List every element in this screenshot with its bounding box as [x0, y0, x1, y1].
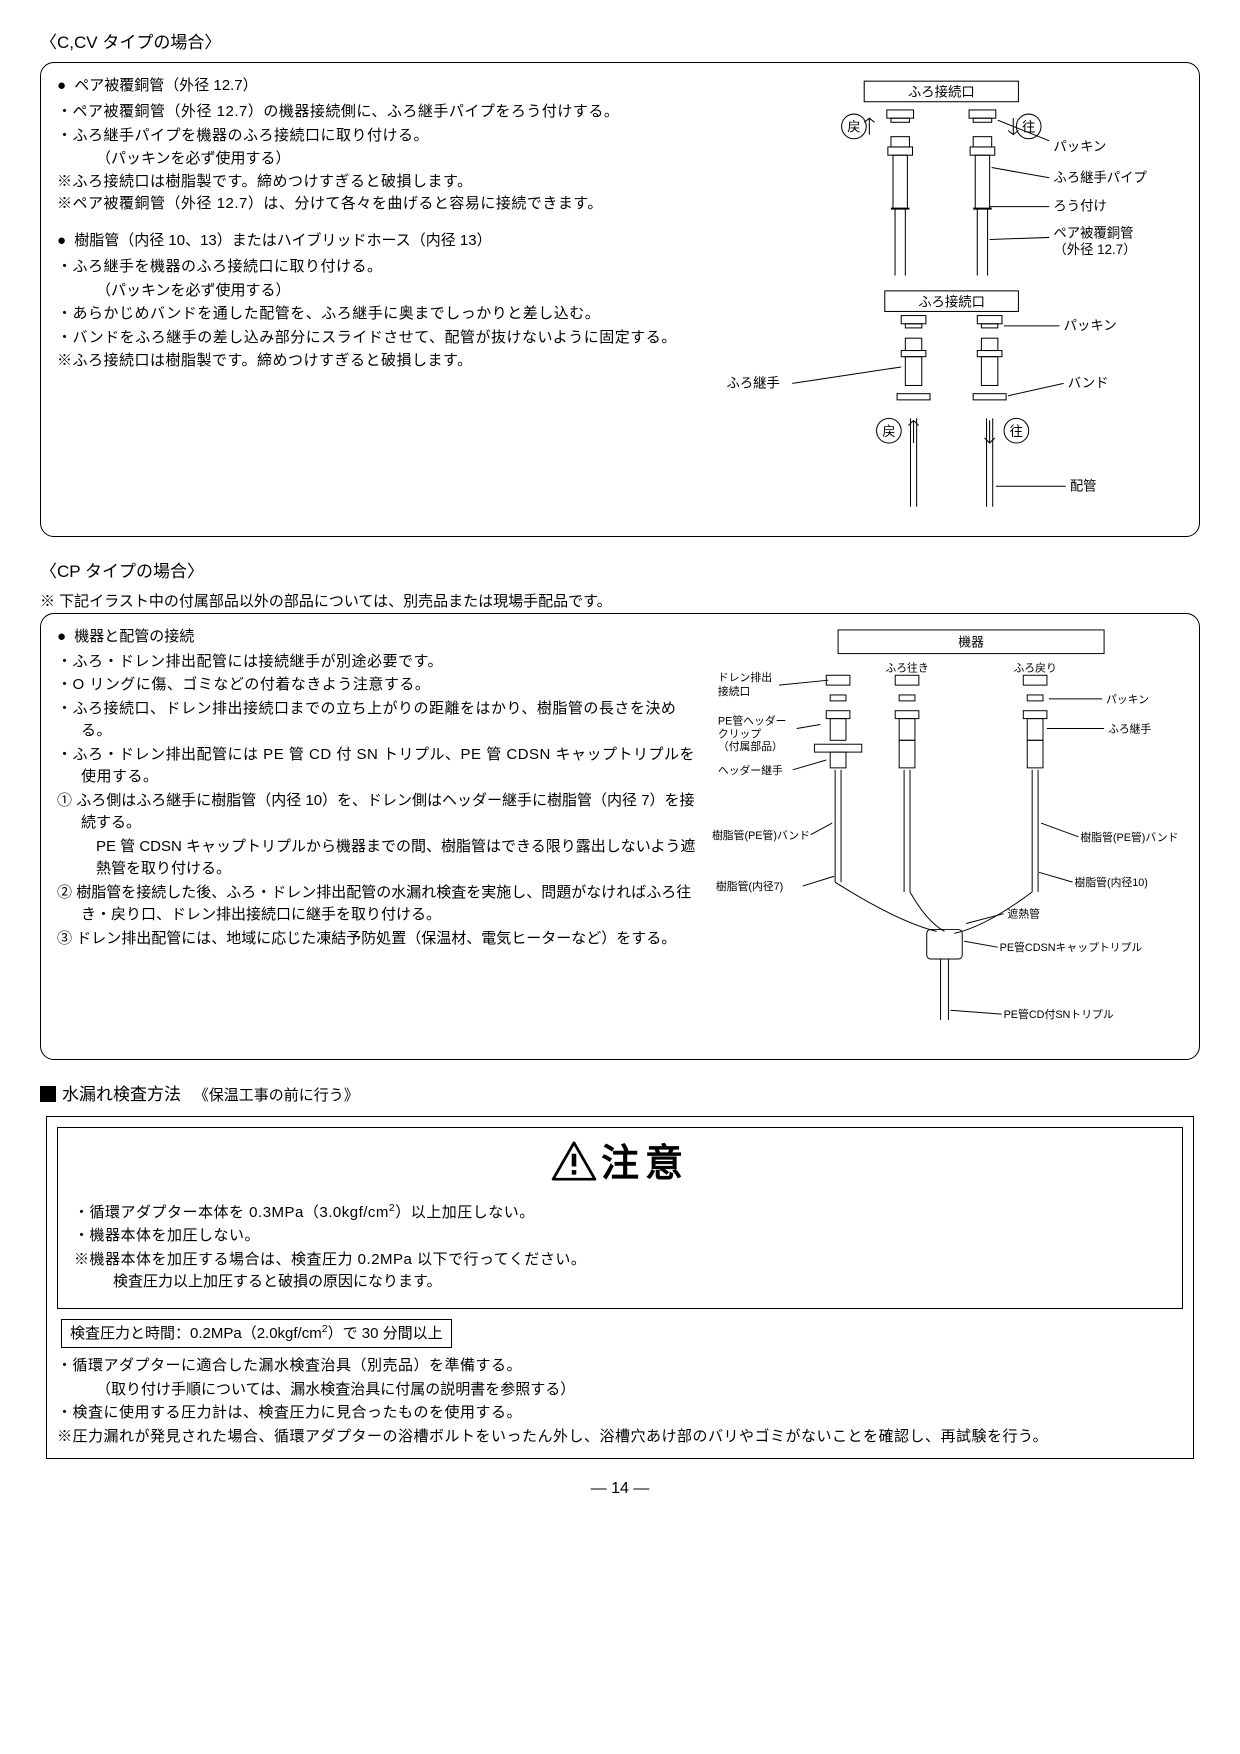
svg-text:ろう付け: ろう付け — [1053, 198, 1106, 213]
svg-text:パッキン: パッキン — [1106, 693, 1149, 706]
svg-text:戻: 戻 — [882, 423, 895, 438]
leak-item-sub: （取り付け手順については、漏水検査治具に付属の説明書を参照する） — [57, 1379, 1183, 1402]
caution-box: 注意 循環アダプター本体を 0.3MPa（3.0kgf/cm2）以上加圧しない。… — [57, 1127, 1183, 1309]
block1-note: ふろ接続口は樹脂製です。締めつけすぎると破損します。 — [57, 171, 696, 194]
square-icon — [40, 1086, 56, 1102]
sec2-item: ふろ・ドレン排出配管には接続継手が別途必要です。 — [57, 651, 696, 674]
svg-text:（外径 12.7）: （外径 12.7） — [1053, 241, 1136, 256]
svg-text:ふろ継手: ふろ継手 — [1108, 721, 1151, 735]
block1-item: ペア被覆銅管（外径 12.7）の機器接続側に、ふろ継手パイプをろう付けする。 — [57, 101, 696, 124]
sec2-item: O リングに傷、ゴミなどの付着なきよう注意する。 — [57, 674, 696, 697]
svg-text:バンド: バンド — [1068, 375, 1109, 390]
svg-text:PE管CDSNキャップトリプル: PE管CDSNキャップトリプル — [1000, 940, 1143, 954]
block2-item: バンドをふろ継手の差し込み部分にスライドさせて、配管が抜けないように固定する。 — [57, 327, 696, 350]
svg-text:ペア被覆銅管: ペア被覆銅管 — [1053, 225, 1133, 240]
section2-diagram: 機器 ふろ往き ふろ戻り ドレン排出接続口 — [710, 626, 1183, 1047]
block1-item: ふろ継手パイプを機器のふろ接続口に取り付ける。 — [57, 125, 696, 148]
diagram1-svg: ふろ接続口 戻 往 パッキン ふろ継手パイプ — [710, 75, 1183, 517]
block2-item: あらかじめバンドを通した配管を、ふろ継手に奥までしっかりと差し込む。 — [57, 303, 696, 326]
svg-text:PE管ヘッダー: PE管ヘッダー — [718, 714, 787, 728]
svg-text:ふろ継手パイプ: ふろ継手パイプ — [1053, 169, 1147, 184]
section1-text: ペア被覆銅管（外径 12.7） ペア被覆銅管（外径 12.7）の機器接続側に、ふ… — [57, 75, 696, 525]
caution-item: 機器本体を加圧しない。 — [74, 1225, 1166, 1248]
leak-heading: 水漏れ検査方法 《保温工事の前に行う》 — [40, 1082, 1200, 1108]
svg-text:遮熱管: 遮熱管 — [1008, 907, 1041, 921]
sec2-step: ③ ドレン排出配管には、地域に応じた凍結予防処置（保温材、電気ヒーターなど）をす… — [57, 928, 696, 951]
leak-item: 循環アダプターに適合した漏水検査治具（別売品）を準備する。 — [57, 1355, 1183, 1378]
caution-note: 検査圧力以上加圧すると破損の原因になります。 — [74, 1271, 1166, 1294]
block2-item: （パッキンを必ず使用する） — [57, 280, 696, 303]
warning-icon — [551, 1141, 597, 1181]
caution-item: 循環アダプター本体を 0.3MPa（3.0kgf/cm2）以上加圧しない。 — [74, 1201, 1166, 1225]
block2-note: ふろ接続口は樹脂製です。締めつけすぎると破損します。 — [57, 350, 696, 373]
sec2-item: ふろ接続口、ドレン排出接続口までの立ち上がりの距離をはかり、樹脂管の長さを決める… — [57, 698, 696, 743]
leak-note: 圧力漏れが発見された場合、循環アダプターの浴槽ボルトをいったん外し、浴槽穴あけ部… — [57, 1426, 1183, 1449]
sec2-item: ふろ・ドレン排出配管には PE 管 CD 付 SN トリプル、PE 管 CDSN… — [57, 744, 696, 789]
caution-note: 機器本体を加圧する場合は、検査圧力 0.2MPa 以下で行ってください。 — [74, 1249, 1166, 1272]
section1-box: ペア被覆銅管（外径 12.7） ペア被覆銅管（外径 12.7）の機器接続側に、ふ… — [40, 62, 1200, 538]
section2-subnote: ※ 下記イラスト中の付属部品以外の部品については、別売品または現場手配品です。 — [40, 591, 1200, 614]
svg-text:ドレン排出: ドレン排出 — [718, 670, 772, 684]
svg-text:PE管CD付SNトリプル: PE管CD付SNトリプル — [1004, 1007, 1114, 1021]
section1-diagram: ふろ接続口 戻 往 パッキン ふろ継手パイプ — [710, 75, 1183, 525]
leak-item: 検査に使用する圧力計は、検査圧力に見合ったものを使用する。 — [57, 1402, 1183, 1425]
svg-text:戻: 戻 — [847, 119, 860, 134]
block1-note: ペア被覆銅管（外径 12.7）は、分けて各々を曲げると容易に接続できます。 — [57, 193, 696, 216]
svg-text:パッキン: パッキン — [1053, 139, 1106, 154]
leak-subheading: 《保温工事の前に行う》 — [194, 1087, 359, 1104]
pressure-box: 検査圧力と時間：0.2MPa（2.0kgf/cm2）で 30 分間以上 — [61, 1319, 452, 1349]
sec2-step: ② 樹脂管を接続した後、ふろ・ドレン排出配管の水漏れ検査を実施し、問題がなければ… — [57, 882, 696, 927]
svg-text:パッキン: パッキン — [1064, 317, 1117, 332]
section2-text: 機器と配管の接続 ふろ・ドレン排出配管には接続継手が別途必要です。 O リングに… — [57, 626, 696, 1047]
section1-heading: 〈C,CV タイプの場合〉 — [40, 30, 1200, 56]
caution-title: 注意 — [74, 1136, 1166, 1193]
svg-text:（付属部品）: （付属部品） — [718, 739, 783, 753]
svg-text:樹脂管(PE管)バンド: 樹脂管(PE管)バンド — [712, 828, 810, 842]
svg-text:樹脂管(内径10): 樹脂管(内径10) — [1075, 875, 1148, 889]
svg-text:機器: 機器 — [958, 635, 984, 650]
svg-text:ふろ接続口: ふろ接続口 — [918, 293, 985, 309]
block2-item: ふろ継手を機器のふろ接続口に取り付ける。 — [57, 256, 696, 279]
diagram2-svg: 機器 ふろ往き ふろ戻り ドレン排出接続口 — [710, 626, 1183, 1040]
block1-title: ペア被覆銅管（外径 12.7） — [57, 75, 696, 98]
leak-outer-box: 注意 循環アダプター本体を 0.3MPa（3.0kgf/cm2）以上加圧しない。… — [46, 1116, 1194, 1460]
page-number: — 14 — — [40, 1477, 1200, 1501]
svg-text:ふろ往き: ふろ往き — [885, 660, 928, 674]
sec2-title: 機器と配管の接続 — [57, 626, 696, 649]
svg-text:ふろ接続口: ふろ接続口 — [908, 83, 975, 99]
sec2-step: ① ふろ側はふろ継手に樹脂管（内径 10）を、ドレン側はヘッダー継手に樹脂管（内… — [57, 790, 696, 835]
block2-title: 樹脂管（内径 10、13）またはハイブリッドホース（内径 13） — [57, 230, 696, 253]
svg-text:ヘッダー継手: ヘッダー継手 — [718, 763, 783, 777]
sec2-step-cont: PE 管 CDSN キャップトリプルから機器までの間、樹脂管はできる限り露出しな… — [57, 836, 696, 881]
svg-text:配管: 配管 — [1070, 478, 1097, 493]
svg-text:接続口: 接続口 — [718, 684, 750, 698]
svg-text:樹脂管(内径7): 樹脂管(内径7) — [716, 879, 783, 893]
svg-text:クリップ: クリップ — [718, 727, 761, 740]
block1-sub: （パッキンを必ず使用する） — [57, 148, 696, 171]
section2-box: 機器と配管の接続 ふろ・ドレン排出配管には接続継手が別途必要です。 O リングに… — [40, 613, 1200, 1060]
section2-heading: 〈CP タイプの場合〉 — [40, 559, 1200, 585]
svg-text:ふろ戻り: ふろ戻り — [1014, 661, 1057, 674]
svg-text:樹脂管(PE管)バンド: 樹脂管(PE管)バンド — [1081, 830, 1179, 844]
svg-text:ふろ継手: ふろ継手 — [727, 375, 780, 390]
svg-text:往: 往 — [1010, 423, 1023, 438]
